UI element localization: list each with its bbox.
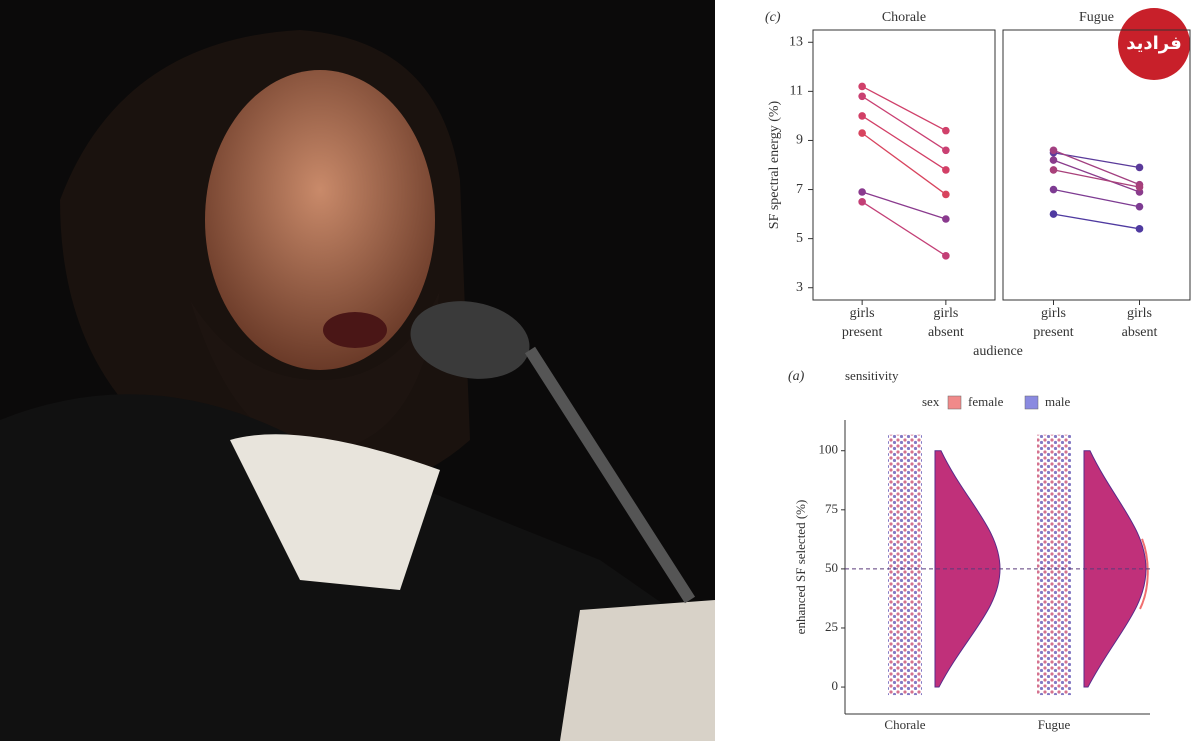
panel-title: Chorale bbox=[882, 10, 926, 25]
y-tick-label: 7 bbox=[796, 182, 803, 197]
point bbox=[942, 252, 950, 260]
y-tick-label: 50 bbox=[825, 560, 838, 575]
x-tick-label: Fugue bbox=[1038, 717, 1071, 732]
watermark-text: فرادید bbox=[1126, 33, 1182, 54]
panel-title: Fugue bbox=[1079, 10, 1114, 25]
point bbox=[942, 215, 950, 223]
y-tick-label: 100 bbox=[819, 442, 839, 457]
point bbox=[942, 166, 950, 174]
x-tick-label: Chorale bbox=[884, 717, 925, 732]
y-tick-label: 25 bbox=[825, 619, 838, 634]
panel-frame bbox=[812, 29, 996, 301]
slope-line bbox=[1053, 169, 1140, 188]
point bbox=[1135, 183, 1144, 191]
x-tick-label: girls absent bbox=[1121, 306, 1158, 340]
x-tick-label: girls present bbox=[841, 306, 883, 340]
point bbox=[1049, 166, 1058, 174]
legend-title: sex bbox=[922, 394, 940, 409]
point bbox=[1135, 225, 1144, 233]
point bbox=[942, 126, 950, 135]
x-tick-label: girls present bbox=[1033, 306, 1074, 340]
point bbox=[1049, 156, 1058, 164]
watermark: فرادید bbox=[1118, 8, 1190, 80]
x-tick-label: girls absent bbox=[927, 306, 964, 340]
y-tick-label: 75 bbox=[825, 501, 838, 516]
legend-swatch bbox=[947, 395, 962, 410]
panel-frame bbox=[1002, 29, 1191, 301]
point bbox=[858, 82, 866, 91]
point bbox=[858, 188, 866, 196]
slope-line bbox=[1053, 188, 1140, 208]
density-female bbox=[1139, 538, 1149, 610]
jitter-cloud bbox=[888, 434, 922, 696]
slope-line bbox=[1053, 149, 1140, 186]
y-tick-label: 11 bbox=[790, 84, 803, 99]
point bbox=[1135, 163, 1144, 172]
chart-title: sensitivity bbox=[845, 368, 899, 383]
slope-line bbox=[861, 115, 947, 171]
legend-swatch bbox=[1024, 395, 1039, 410]
point bbox=[858, 92, 866, 101]
y-tick-label: 5 bbox=[796, 231, 803, 246]
legend-label: male bbox=[1045, 394, 1070, 409]
slope-line bbox=[1053, 152, 1140, 169]
point bbox=[942, 190, 950, 199]
slope-line bbox=[861, 85, 947, 132]
panel-label: (c) bbox=[765, 10, 781, 25]
point bbox=[858, 129, 866, 137]
y-tick-label: 3 bbox=[796, 280, 803, 295]
slope-line bbox=[1053, 159, 1140, 193]
y-axis-label: enhanced SF selected (%) bbox=[793, 500, 808, 635]
y-tick-label: 9 bbox=[796, 133, 803, 148]
point bbox=[1135, 202, 1144, 211]
point bbox=[1049, 210, 1058, 218]
slope-line bbox=[1053, 213, 1140, 230]
y-axis-label: SF spectral energy (%) bbox=[767, 100, 782, 229]
panel-label: (a) bbox=[788, 369, 805, 384]
slope-line bbox=[861, 191, 947, 220]
jitter-cloud bbox=[1037, 434, 1071, 696]
slope-line bbox=[861, 201, 947, 257]
slope-line bbox=[861, 95, 947, 151]
point bbox=[942, 146, 950, 155]
x-axis-label: audience bbox=[973, 344, 1023, 359]
point bbox=[1049, 146, 1058, 155]
photo bbox=[0, 0, 715, 741]
y-tick-label: 13 bbox=[789, 34, 803, 49]
slope-line bbox=[861, 132, 947, 195]
point bbox=[858, 198, 866, 206]
y-tick-label: 0 bbox=[832, 678, 839, 693]
legend-label: female bbox=[968, 394, 1004, 409]
point bbox=[1049, 185, 1058, 194]
point bbox=[858, 112, 866, 120]
